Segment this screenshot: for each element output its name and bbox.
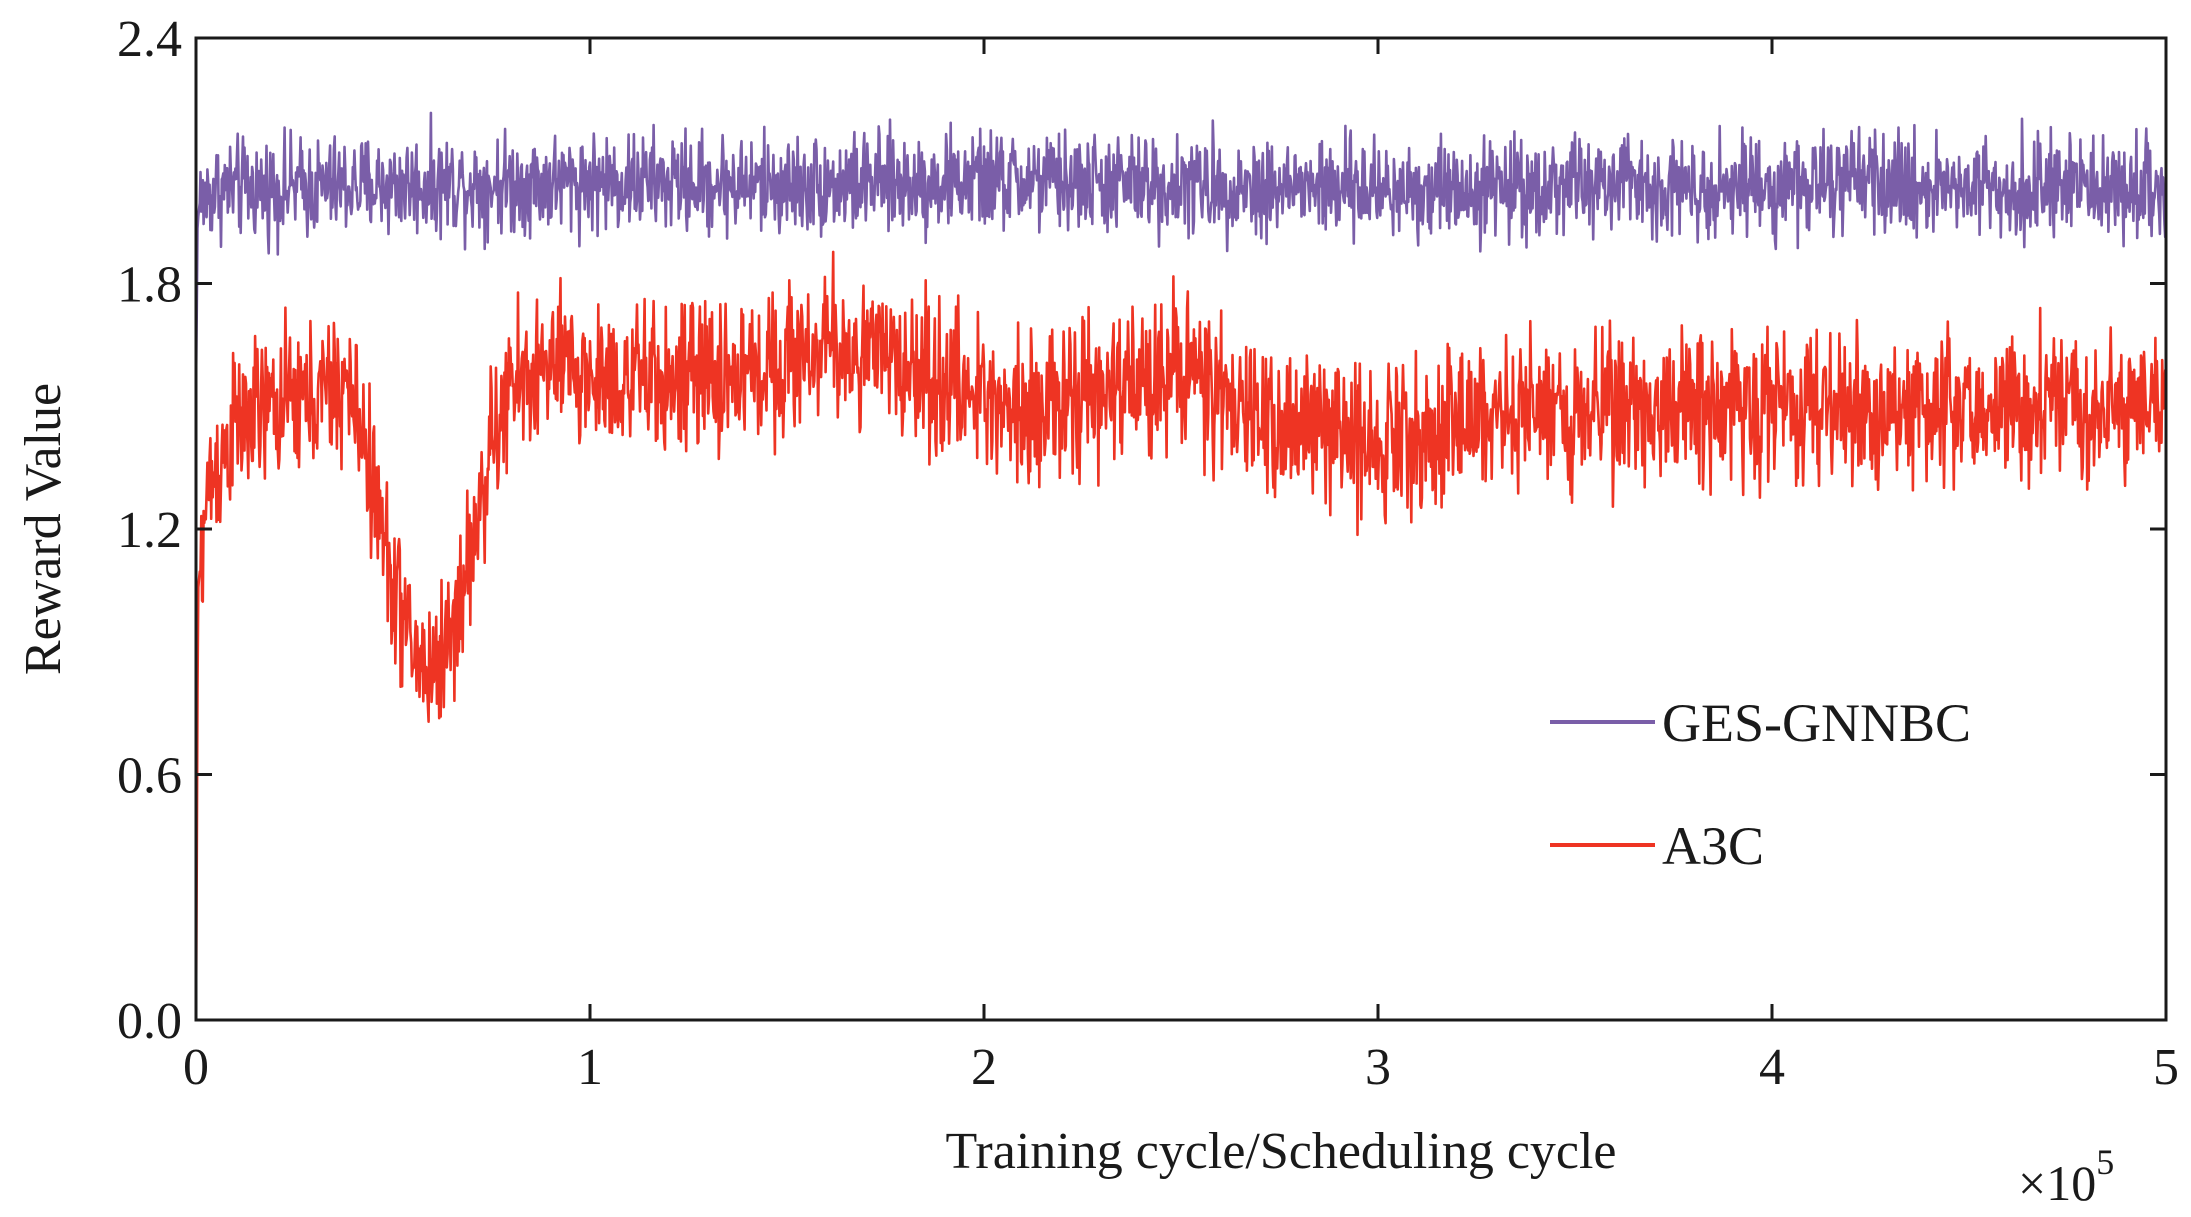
x-axis-multiplier-exponent: 5: [2096, 1142, 2114, 1182]
y-tick-label: 1.8: [117, 257, 182, 314]
legend-label-ges-gnnbc: GES-GNNBC: [1662, 693, 1971, 753]
series-layer: [194, 111, 2168, 1021]
y-axis-label: Reward Value: [15, 383, 72, 675]
y-tick-label: 0.0: [117, 993, 182, 1050]
x-tick-label: 5: [2153, 1039, 2179, 1096]
x-tick-label: 0: [183, 1039, 209, 1096]
x-tick-label: 3: [1365, 1039, 1391, 1096]
legend-label-a3c: A3C: [1662, 816, 1764, 876]
y-tick-label: 1.2: [117, 502, 182, 559]
series-line-ges-gnnbc: [194, 111, 2168, 386]
x-axis-multiplier-base: ×10: [2018, 1155, 2096, 1211]
ticks-layer: 0 1 2 3 4 5 0.0 0.6 1.2 1.8 2.4: [117, 11, 2179, 1096]
legend: GES-GNNBC A3C: [1550, 693, 1971, 876]
y-tick-label: 0.6: [117, 748, 182, 805]
x-tick-label: 1: [577, 1039, 603, 1096]
x-tick-label: 4: [1759, 1039, 1785, 1096]
x-axis-multiplier: ×105: [2018, 1142, 2114, 1211]
series-line-a3c: [194, 250, 2168, 1021]
y-tick-label: 2.4: [117, 11, 182, 68]
x-tick-label: 2: [971, 1039, 997, 1096]
x-axis-label: Training cycle/Scheduling cycle: [945, 1123, 1616, 1180]
